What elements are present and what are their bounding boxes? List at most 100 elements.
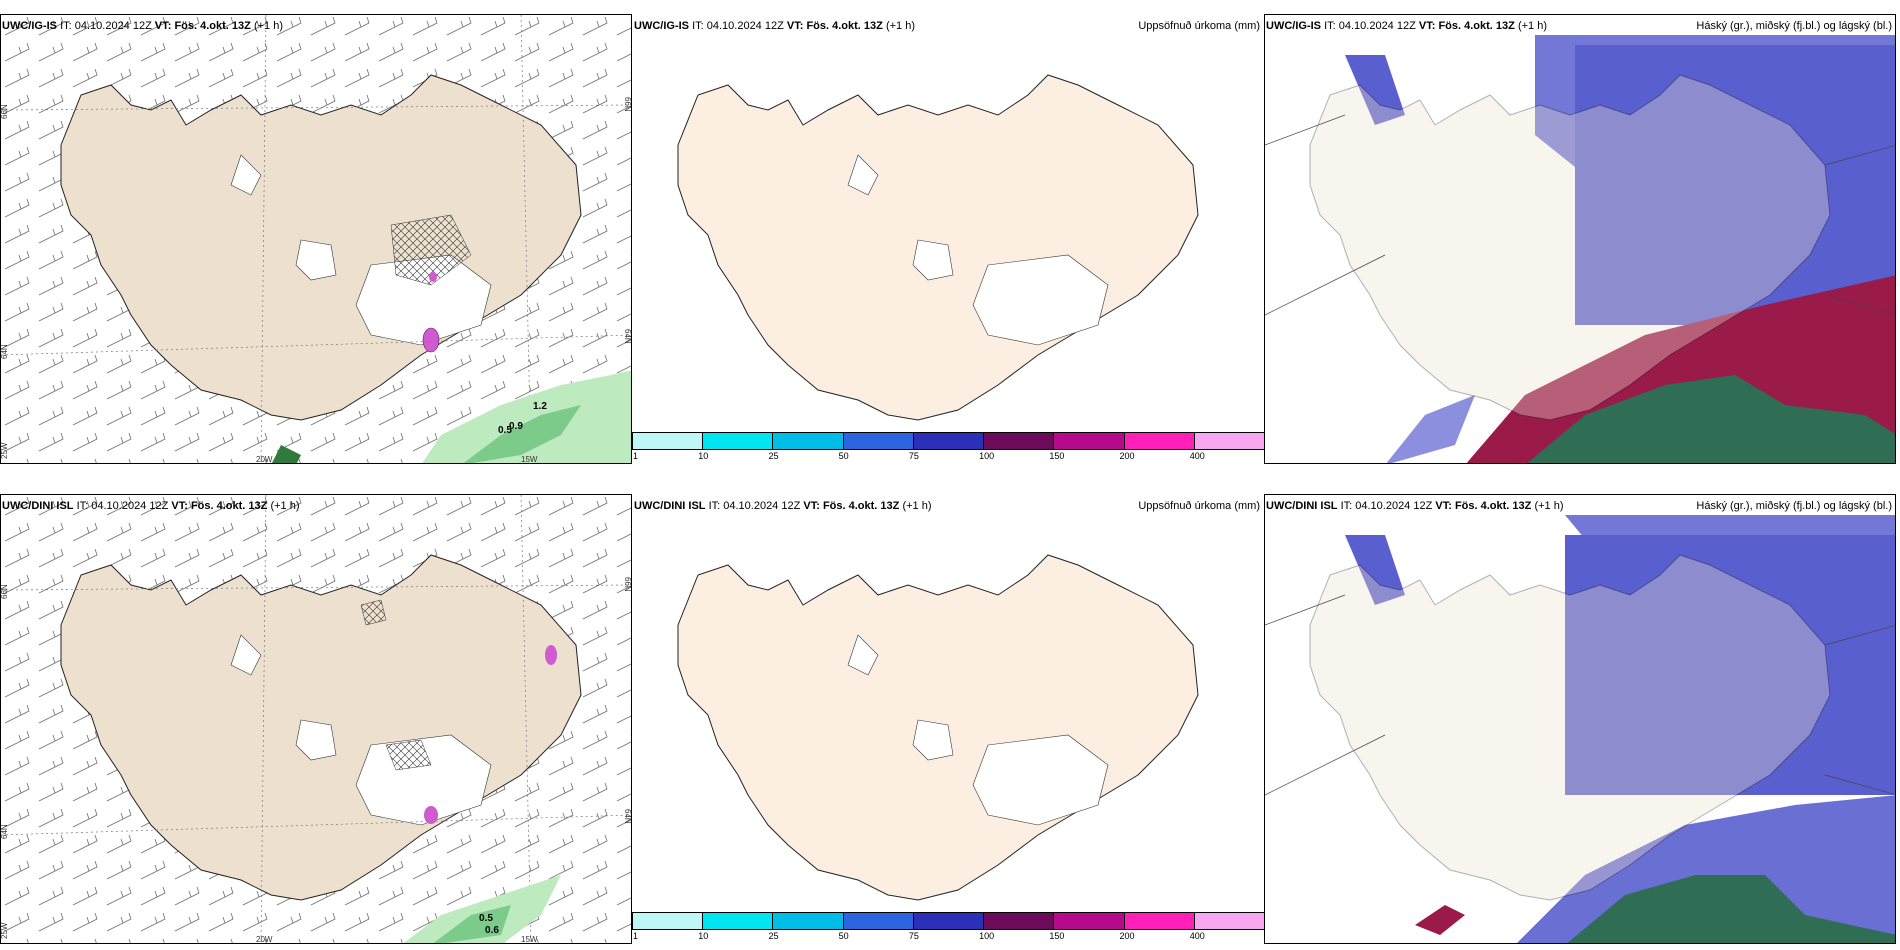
- colorbar-segment: [1053, 432, 1125, 450]
- wind-map-svg-1: 66N 64N 25W 66N 64N 20W 15W 0.5 0.9 1.2: [1, 15, 632, 464]
- colorbar-tick: 50: [838, 931, 849, 941]
- lead-time: (+1 h): [270, 500, 300, 512]
- lead-time: (+1 h): [253, 20, 283, 32]
- colorbar-segment: [912, 432, 985, 450]
- it-label: IT:: [692, 20, 704, 32]
- colorbar-segment: [842, 432, 914, 450]
- colorbar-segment: [1123, 912, 1195, 930]
- lead-time: (+1 h): [885, 20, 915, 32]
- axis-lat-left-mid-2: 64N: [1, 824, 9, 839]
- precip-title-1: Uppsöfnuð úrkoma (mm): [1138, 20, 1260, 32]
- vt-label: VT:: [803, 500, 820, 512]
- wind-map-1[interactable]: 66N 64N 25W 66N 64N 20W 15W 0.5 0.9 1.2: [0, 14, 632, 464]
- colorbar-segment: [772, 432, 844, 450]
- it-value: 04.10.2024 12Z: [1338, 20, 1416, 32]
- colorbar-tick: 200: [1119, 931, 1135, 941]
- colorbar-segment: [842, 912, 914, 930]
- colorbar-tick: 10: [698, 931, 709, 941]
- model-name: UWC/DINI ISL: [634, 500, 706, 512]
- precip-map-2[interactable]: [632, 494, 1264, 944]
- colorbar-tick: 150: [1049, 451, 1065, 461]
- colorbar-tick: 100: [979, 451, 995, 461]
- lead-time: (+1 h): [1534, 500, 1564, 512]
- wind-panel-2: 66N 64N 25W 66N 64N 20W 15W 0.5 0.6 UWC/…: [0, 494, 632, 944]
- cloud-title-1: Háský (gr.), miðský (fj.bl.) og lágský (…: [1696, 20, 1892, 32]
- it-label: IT:: [708, 500, 721, 512]
- axis-lon-right-2: 15W: [521, 935, 538, 944]
- it-label: IT:: [76, 500, 89, 512]
- colorbar-1: 1 10 25 50 75 100 150 200 400: [632, 432, 1265, 461]
- colorbar-segment: [983, 432, 1055, 450]
- colorbar-tick: 75: [908, 931, 919, 941]
- colorbar-tick: 75: [908, 451, 919, 461]
- row-2: 66N 64N 25W 66N 64N 20W 15W 0.5 0.6 UWC/…: [0, 480, 1900, 950]
- axis-lat-corner-2: 25W: [1, 922, 9, 939]
- axis-lat-left-top-1: 66N: [1, 104, 9, 119]
- cloud-panel-1: UWC/IG-IS IT: 04.10.2024 12Z VT: Fös. 4.…: [1264, 14, 1896, 464]
- vt-label: VT:: [786, 20, 804, 32]
- colorbar-segment: [702, 912, 774, 930]
- it-value: 04.10.2024 12Z: [74, 20, 152, 32]
- model-name: UWC/DINI ISL: [2, 500, 74, 512]
- vt-value: Fös. 4.okt. 13Z: [174, 20, 251, 32]
- it-value: 04.10.2024 12Z: [91, 500, 169, 512]
- colorbar-tick: 400: [1189, 451, 1205, 461]
- colorbar-tick: 1: [633, 931, 639, 941]
- colorbar-segment: [1193, 912, 1265, 930]
- precip-panel-1: 1 10 25 50 75 100 150 200 400 UWC/IG-IS IT: 04.1…: [632, 14, 1265, 464]
- colorbar-segment: [983, 912, 1055, 930]
- wind-header-2: UWC/DINI ISL IT: 04.10.2024 12Z VT: Fös.…: [2, 500, 299, 512]
- axis-lon-left-1: 20W: [256, 455, 273, 464]
- wind-value-b-1: 0.9: [509, 421, 523, 432]
- colorbar-tick: 100: [979, 931, 995, 941]
- wind-map-2[interactable]: 66N 64N 25W 66N 64N 20W 15W 0.5 0.6: [0, 494, 632, 944]
- cloud-map-2[interactable]: [1264, 494, 1896, 944]
- colorbar-segment: [1053, 912, 1125, 930]
- colorbar-segment: [632, 912, 704, 930]
- it-value: 04.10.2024 12Z: [1355, 500, 1433, 512]
- wind-header-1: UWC/IG-IS IT: 04.10.2024 12Z VT: Fös. 4.…: [2, 20, 283, 32]
- colorbar-tick: 10: [698, 451, 709, 461]
- vt-label: VT:: [171, 500, 188, 512]
- it-value: 04.10.2024 12Z: [723, 500, 801, 512]
- colorbar-segment: [1193, 432, 1265, 450]
- axis-lat-right-mid-1: 64N: [623, 329, 632, 344]
- precip-map-svg-1: [677, 74, 1199, 421]
- cloud-map-1[interactable]: [1264, 14, 1896, 464]
- precip-map-svg-2: [677, 554, 1199, 901]
- vt-value: Fös. 4.okt. 13Z: [1438, 20, 1515, 32]
- cloud-map-svg-1: [1265, 35, 1895, 463]
- precip-header-2: UWC/DINI ISL IT: 04.10.2024 12Z VT: Fös.…: [634, 500, 931, 512]
- colorbar-2: 1 10 25 50 75 100 150 200 400: [632, 912, 1265, 941]
- precip-map-1[interactable]: [632, 14, 1264, 464]
- colorbar-segment: [632, 432, 704, 450]
- wind-value-c-1: 1.2: [533, 401, 547, 412]
- wind-panel-1: 66N 64N 25W 66N 64N 20W 15W 0.5 0.9 1.2 …: [0, 14, 632, 464]
- it-label: IT:: [1324, 20, 1336, 32]
- colorbar-tick: 25: [768, 931, 779, 941]
- model-name: UWC/DINI ISL: [1266, 500, 1338, 512]
- colorbar-segment: [772, 912, 844, 930]
- cloud-panel-2: UWC/DINI ISL IT: 04.10.2024 12Z VT: Fös.…: [1264, 494, 1896, 944]
- wind-map-svg-2: 66N 64N 25W 66N 64N 20W 15W 0.5 0.6: [1, 495, 632, 944]
- axis-lat-right-mid-2: 64N: [623, 809, 632, 824]
- cloud-header-2: UWC/DINI ISL IT: 04.10.2024 12Z VT: Fös.…: [1266, 500, 1563, 512]
- colorbar-segment: [702, 432, 774, 450]
- vt-label: VT:: [1435, 500, 1452, 512]
- axis-lat-right-top-1: 66N: [623, 97, 632, 112]
- colorbar-tick: 150: [1049, 931, 1065, 941]
- vt-value: Fös. 4.okt. 13Z: [806, 20, 883, 32]
- colorbar-segment: [1123, 432, 1195, 450]
- lead-time: (+1 h): [902, 500, 932, 512]
- colorbar-tick: 50: [838, 451, 849, 461]
- axis-lon-right-1: 15W: [521, 455, 538, 464]
- axis-lon-left-2: 20W: [256, 935, 273, 944]
- cloud-title-2: Háský (gr.), miðský (fj.bl.) og lágský (…: [1696, 500, 1892, 512]
- it-value: 04.10.2024 12Z: [706, 20, 784, 32]
- vt-label: VT:: [154, 20, 172, 32]
- model-name: UWC/IG-IS: [634, 20, 689, 32]
- vt-label: VT:: [1418, 20, 1436, 32]
- model-name: UWC/IG-IS: [1266, 20, 1321, 32]
- row-1: 66N 64N 25W 66N 64N 20W 15W 0.5 0.9 1.2 …: [0, 0, 1900, 470]
- precip-panel-2: 1 10 25 50 75 100 150 200 400 UWC/DINI ISL IT: 0…: [632, 494, 1265, 944]
